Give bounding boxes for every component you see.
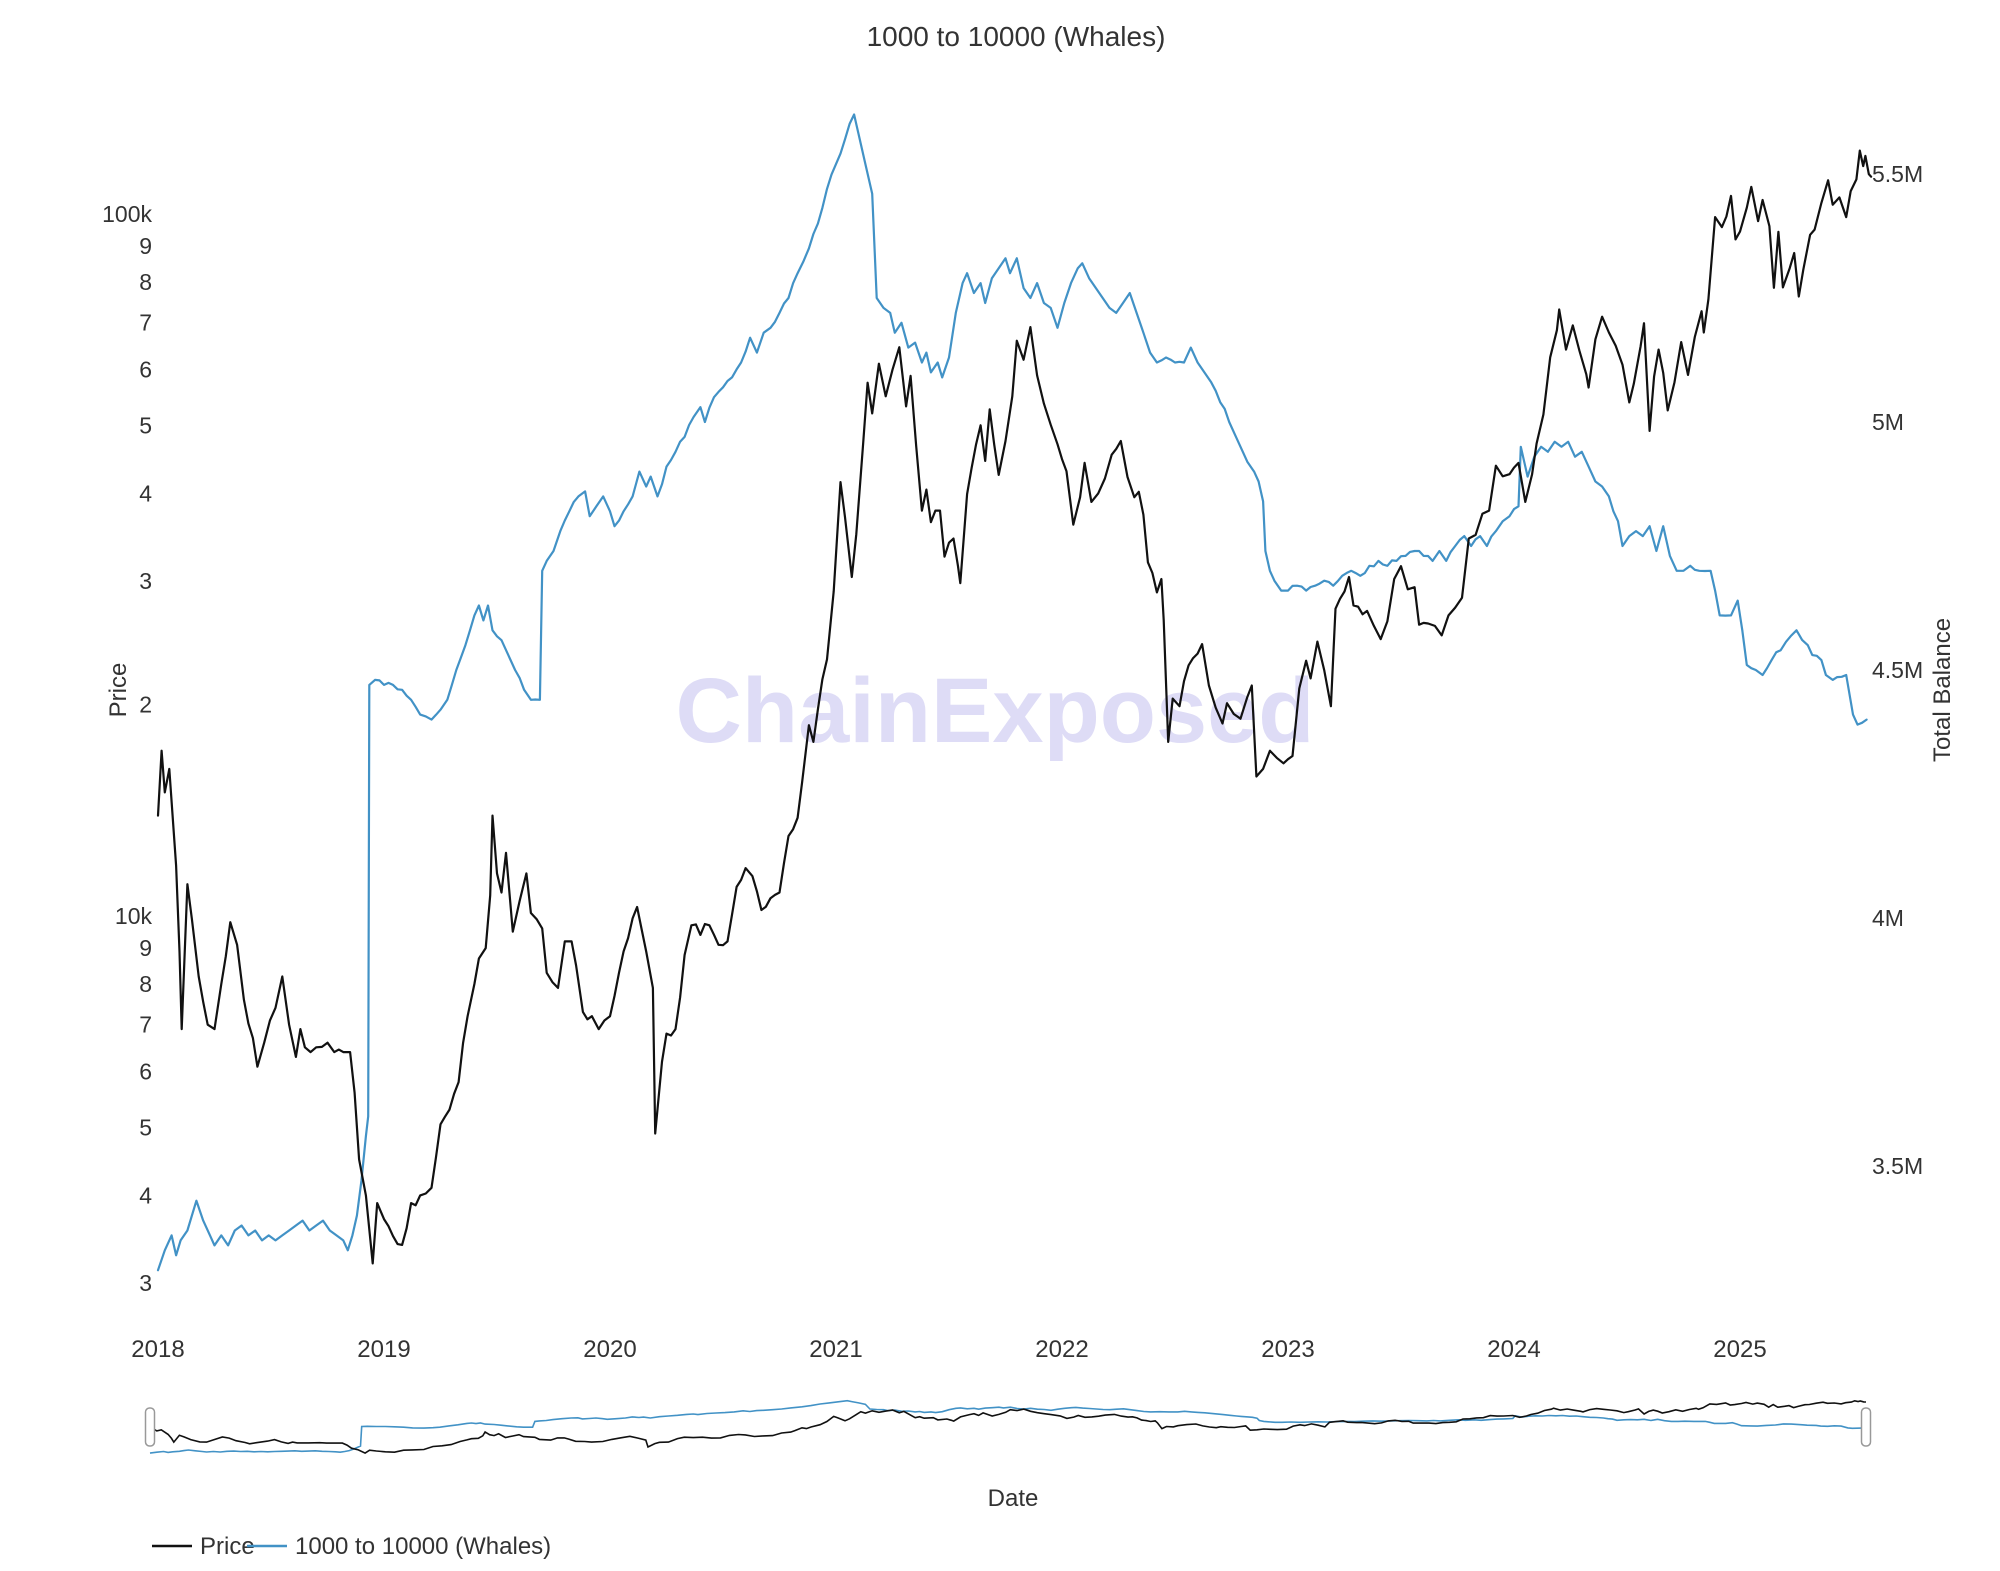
- price-tick-label: 7: [139, 1012, 152, 1038]
- price-tick-label: 4: [139, 480, 152, 506]
- price-tick-label: 7: [139, 310, 152, 336]
- price-axis-labels: 100k 9 8 7 6 5 4 3 2 10k 9 8 7 6 5 4 3: [102, 201, 152, 1296]
- date-tick-label: 2019: [357, 1336, 410, 1363]
- date-tick-label: 2020: [583, 1336, 636, 1363]
- plot-area[interactable]: [158, 70, 1872, 1310]
- price-line: [156, 149, 1873, 1265]
- navigator-whales-line: [149, 1399, 1862, 1454]
- navigator-left-handle[interactable]: [144, 1407, 156, 1447]
- x-axis-title: Date: [988, 1485, 1039, 1512]
- price-tick-label: 3: [139, 1270, 152, 1296]
- navigator-right-handle[interactable]: [1860, 1407, 1872, 1447]
- price-tick-label: 6: [139, 357, 152, 383]
- date-tick-label: 2024: [1487, 1336, 1540, 1363]
- navigator-range[interactable]: [150, 1394, 1866, 1460]
- price-tick-label: 6: [139, 1059, 152, 1085]
- series-lines: [156, 113, 1873, 1272]
- date-tick-label: 2022: [1035, 1336, 1088, 1363]
- price-tick-label: 8: [139, 971, 152, 997]
- balance-tick-label: 4M: [1872, 905, 1904, 931]
- price-tick-label: 2: [139, 692, 152, 718]
- price-tick-label: 9: [139, 935, 152, 961]
- legend-price-label[interactable]: Price: [200, 1533, 255, 1560]
- legend-whales-label[interactable]: 1000 to 10000 (Whales): [295, 1533, 551, 1560]
- left-axis-title: Price: [105, 663, 132, 718]
- price-tick-label: 100k: [102, 201, 152, 227]
- right-axis-title: Total Balance: [1929, 618, 1956, 762]
- balance-axis-labels: 5.5M 5M 4.5M 4M 3.5M: [1872, 161, 1923, 1179]
- price-tick-label: 9: [139, 233, 152, 259]
- date-tick-label: 2018: [131, 1336, 184, 1363]
- whales-line: [156, 113, 1868, 1272]
- price-tick-label: 8: [139, 269, 152, 295]
- price-tick-label: 5: [139, 412, 152, 438]
- balance-tick-label: 4.5M: [1872, 657, 1923, 683]
- balance-tick-label: 5.5M: [1872, 161, 1923, 187]
- date-tick-label: 2025: [1713, 1336, 1766, 1363]
- price-tick-label: 4: [139, 1182, 152, 1208]
- balance-tick-label: 5M: [1872, 409, 1904, 435]
- legend: Price 1000 to 10000 (Whales): [152, 1533, 551, 1560]
- price-tick-label: 5: [139, 1114, 152, 1140]
- balance-tick-label: 3.5M: [1872, 1153, 1923, 1179]
- navigator-price-line: [149, 1399, 1867, 1455]
- page-title: 1000 to 10000 (Whales): [867, 21, 1166, 52]
- price-tick-label: 3: [139, 568, 152, 594]
- price-tick-label: 10k: [115, 903, 153, 929]
- navigator[interactable]: [144, 1394, 1872, 1460]
- date-tick-label: 2023: [1261, 1336, 1314, 1363]
- date-tick-label: 2021: [809, 1336, 862, 1363]
- date-axis-labels: 2018 2019 2020 2021 2022 2023 2024 2025: [131, 1336, 1766, 1363]
